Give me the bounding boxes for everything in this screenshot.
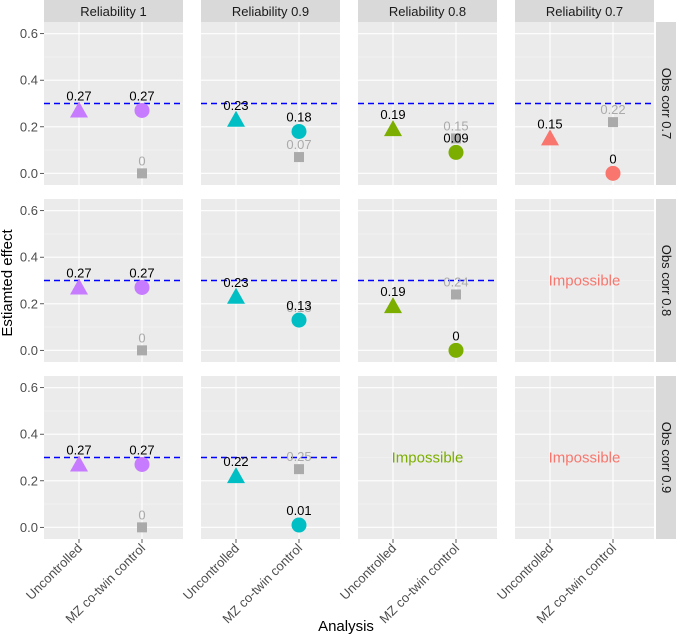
grey-point-label: 0 [138,507,145,522]
uncontrolled-point-label: 0.22 [223,454,248,469]
grey-point-label: 0 [138,153,145,168]
strip-col-label-3: Reliability 0.7 [546,4,623,19]
strip-row-0 [656,22,676,185]
strip-row-label-0: Obs corr 0.7 [659,68,674,140]
y-tick-label: 0.6 [20,203,38,218]
y-tick-label: 0.2 [20,119,38,134]
x-tick-label: Uncontrolled [337,541,399,603]
grey-point-label: 0.13 [286,300,311,315]
x-tick-label: Uncontrolled [23,541,85,603]
strip-col-3 [515,0,654,24]
impossible-label: Impossible [549,450,621,467]
x-tick-label: Uncontrolled [180,541,242,603]
grey-point-label: 0.22 [600,102,625,117]
uncontrolled-point-label: 0.23 [223,275,248,290]
y-tick-label: 0.4 [20,73,38,88]
uncontrolled-point-label: 0.27 [66,88,91,103]
mz-point-label: 0.27 [129,88,154,103]
grey-square-point [608,117,618,128]
uncontrolled-triangle-point [70,101,88,118]
mz-point-label: 0 [609,151,616,166]
uncontrolled-triangle-point [70,278,88,295]
strip-col-label-0: Reliability 1 [80,4,146,19]
y-tick-label: 0.2 [20,473,38,488]
mz-circle-point [605,165,621,181]
grey-point-label: 0.24 [443,274,468,289]
grey-square-point [137,168,147,179]
impossible-label: Impossible [549,273,621,290]
mz-point-label: 0.27 [129,265,154,280]
y-tick-label: 0.2 [20,296,38,311]
uncontrolled-point-label: 0.19 [380,107,405,122]
uncontrolled-triangle-point [227,110,245,127]
uncontrolled-triangle-point [70,455,88,472]
y-tick-label: 0.4 [20,427,38,442]
uncontrolled-triangle-point [541,129,559,146]
strip-row-label-1: Obs corr 0.8 [659,245,674,317]
strip-row-1 [656,199,676,362]
uncontrolled-point-label: 0.19 [380,284,405,299]
mz-circle-point [291,123,307,139]
grey-point-label: 0 [138,330,145,345]
grey-square-point [137,522,147,533]
y-tick-label: 0.0 [20,343,38,358]
x-tick-label: Uncontrolled [494,541,556,603]
grey-square-point [451,289,461,300]
y-tick-label: 0.0 [20,166,38,181]
y-tick-label: 0.6 [20,26,38,41]
uncontrolled-point-label: 0.15 [537,116,562,131]
uncontrolled-point-label: 0.27 [66,442,91,457]
mz-circle-point [134,456,150,472]
grey-point-label: 0.07 [286,137,311,152]
x-axis-title: Analysis [318,618,374,635]
grey-point-label: 0.15 [443,118,468,133]
grey-point-label: 0.25 [286,449,311,464]
mz-point-label: 0.09 [443,130,468,145]
uncontrolled-triangle-point [227,287,245,304]
mz-circle-point [291,312,307,328]
grey-square-point [294,152,304,163]
y-tick-label: 0.4 [20,250,38,265]
grey-square-point [137,345,147,356]
mz-circle-point [291,517,307,533]
mz-point-label: 0.01 [286,503,311,518]
y-tick-label: 0.6 [20,380,38,395]
strip-col-1 [201,0,340,24]
y-tick-label: 0.0 [20,520,38,535]
uncontrolled-triangle-point [384,120,402,137]
strip-col-label-1: Reliability 0.9 [232,4,309,19]
mz-point-label: 0.27 [129,442,154,457]
mz-point-label: 0.18 [286,109,311,124]
mz-circle-point [134,102,150,118]
strip-col-2 [358,0,497,24]
uncontrolled-point-label: 0.23 [223,98,248,113]
strip-row-label-2: Obs corr 0.9 [659,422,674,494]
uncontrolled-triangle-point [384,297,402,314]
mz-point-label: 0 [452,328,459,343]
y-axis-title: Estiamted effect [0,229,16,337]
uncontrolled-point-label: 0.27 [66,265,91,280]
uncontrolled-triangle-point [227,467,245,484]
grey-square-point [294,464,304,475]
impossible-label: Impossible [392,450,464,467]
strip-col-label-2: Reliability 0.8 [389,4,466,19]
mz-circle-point [448,144,464,160]
grey-square-point [451,133,461,144]
mz-point-label: 0.13 [286,298,311,313]
strip-col-0 [44,0,183,24]
mz-circle-point [448,342,464,358]
mz-circle-point [134,279,150,295]
strip-row-2 [656,376,676,539]
